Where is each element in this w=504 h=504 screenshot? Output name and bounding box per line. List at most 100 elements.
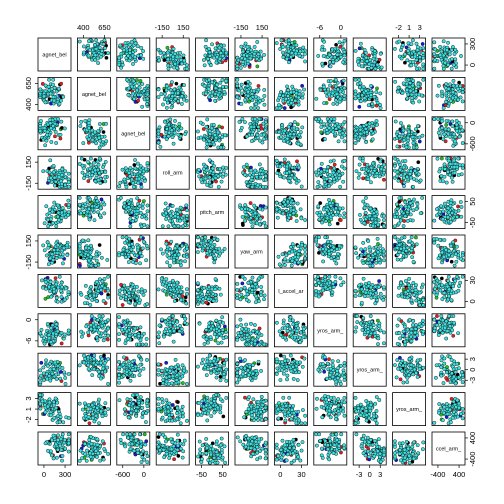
- data-point: [450, 216, 455, 221]
- data-point: [432, 52, 437, 56]
- data-point: [335, 221, 340, 226]
- data-point: [126, 260, 131, 264]
- data-point: [286, 44, 290, 49]
- data-point: [88, 163, 93, 167]
- data-point: [66, 198, 71, 203]
- data-point: [359, 253, 364, 258]
- data-point: [338, 218, 343, 222]
- data-point: [173, 118, 177, 123]
- data-point: [238, 203, 243, 208]
- data-point: [136, 180, 141, 185]
- data-point: [163, 54, 168, 59]
- data-point: [409, 175, 413, 180]
- data-point: [452, 171, 457, 175]
- data-point: [66, 202, 71, 207]
- data-point: [54, 295, 59, 300]
- data-point: [131, 184, 136, 189]
- data-point: [164, 292, 169, 297]
- data-point: [213, 256, 218, 260]
- data-point: [59, 173, 64, 178]
- data-point: [454, 122, 459, 127]
- data-point: [337, 99, 342, 104]
- data-point: [421, 303, 426, 307]
- data-point: [441, 39, 446, 44]
- data-point: [117, 253, 122, 258]
- data-point: [141, 239, 146, 244]
- data-point: [135, 78, 139, 82]
- data-point: [249, 106, 253, 110]
- data-point: [137, 81, 141, 86]
- data-point: [178, 218, 182, 223]
- data-point: [207, 158, 212, 163]
- data-point: [283, 263, 287, 268]
- data-point: [252, 203, 257, 208]
- data-point: [418, 178, 423, 183]
- data-point: [246, 184, 251, 188]
- data-point: [131, 250, 136, 255]
- data-point: [277, 209, 282, 214]
- data-point: [120, 62, 125, 67]
- data-point: [144, 167, 148, 172]
- data-point: [400, 250, 405, 255]
- data-point: [144, 258, 149, 263]
- data-point: [453, 57, 458, 62]
- data-point: [405, 88, 410, 92]
- data-point: [361, 240, 366, 245]
- data-point: [217, 138, 222, 143]
- data-point: [213, 46, 218, 51]
- data-point: [399, 56, 404, 61]
- data-point: [375, 122, 380, 127]
- data-point: [256, 87, 261, 92]
- data-point: [456, 204, 460, 209]
- data-point: [300, 95, 305, 100]
- data-point: [133, 158, 137, 162]
- data-point: [370, 137, 375, 142]
- data-point: [302, 87, 306, 92]
- data-point: [173, 124, 178, 129]
- data-point: [221, 169, 226, 174]
- data-point: [406, 283, 411, 288]
- data-point: [184, 208, 189, 213]
- data-point: [420, 196, 425, 200]
- data-point: [446, 252, 451, 257]
- data-point: [208, 240, 213, 245]
- data-point: [53, 134, 57, 139]
- data-point: [363, 290, 368, 295]
- data-point: [374, 90, 379, 95]
- data-point: [357, 46, 362, 51]
- data-point: [172, 282, 177, 287]
- data-point: [298, 49, 303, 54]
- data-point: [381, 213, 386, 218]
- data-point: [334, 206, 338, 211]
- data-point: [43, 296, 48, 301]
- data-point: [296, 95, 301, 100]
- data-point: [239, 91, 244, 96]
- data-point: [358, 81, 363, 86]
- data-point: [357, 77, 361, 82]
- data-point: [332, 162, 337, 167]
- data-point: [456, 156, 461, 161]
- data-point: [446, 86, 451, 91]
- data-point: [126, 86, 131, 91]
- data-point: [296, 102, 301, 107]
- data-point: [137, 176, 142, 181]
- data-point: [341, 60, 346, 65]
- data-point: [359, 99, 363, 104]
- data-point: [196, 235, 200, 240]
- data-point: [342, 139, 347, 144]
- data-point: [86, 121, 91, 125]
- data-point: [164, 211, 168, 216]
- data-point: [64, 286, 68, 291]
- data-point: [356, 175, 361, 180]
- data-point: [404, 145, 409, 150]
- data-point: [48, 176, 53, 180]
- data-point: [135, 253, 140, 258]
- data-point: [166, 122, 171, 127]
- data-point: [235, 281, 240, 286]
- data-point: [250, 129, 255, 134]
- data-point: [157, 125, 162, 130]
- data-point: [454, 119, 459, 123]
- data-point: [98, 181, 103, 185]
- data-point: [396, 293, 401, 298]
- data-point: [405, 219, 410, 223]
